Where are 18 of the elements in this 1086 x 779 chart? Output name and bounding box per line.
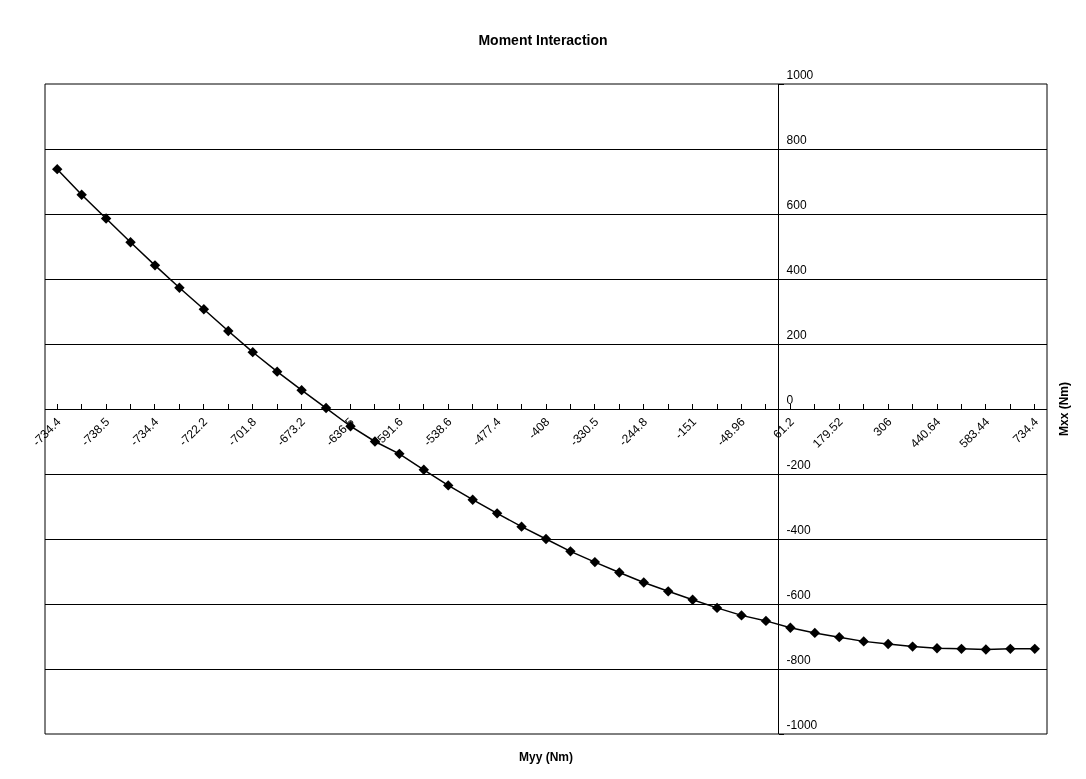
y-tick-label: -800 — [786, 653, 811, 668]
x-axis-title: Myy (Nm) — [519, 750, 574, 764]
y-tick-label: 800 — [786, 133, 807, 148]
x-tick-label: -408 — [525, 414, 553, 442]
y-tick-label: 1000 — [786, 68, 814, 83]
x-tick-label: 306 — [870, 414, 895, 439]
y-tick-label: -600 — [786, 588, 811, 603]
y-tick-label: 400 — [786, 263, 807, 278]
x-tick-label: 61.2 — [770, 414, 797, 442]
y-axis-title: Mxx (Nm) — [1057, 381, 1071, 436]
y-tick-label: -400 — [786, 523, 811, 538]
y-tick-label: -200 — [786, 458, 811, 473]
chart-title: Moment Interaction — [478, 31, 608, 48]
y-tick-label: 600 — [786, 198, 807, 213]
x-tick-label: -151 — [672, 414, 700, 442]
y-tick-label: -1000 — [786, 718, 818, 733]
y-tick-label: 0 — [786, 393, 794, 408]
y-tick-label: 200 — [786, 328, 807, 343]
